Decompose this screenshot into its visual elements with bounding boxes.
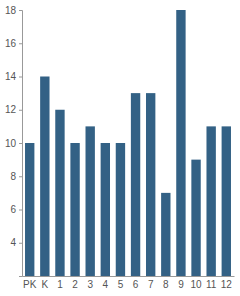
x-tick: 9 (178, 276, 184, 290)
x-tick-label: 8 (163, 279, 169, 290)
y-axis: 4 6 8 10 12 14 16 18 (5, 5, 23, 277)
x-tick-label: PK (23, 279, 37, 290)
y-tick: 4 (10, 237, 22, 248)
y-tick-mark (19, 43, 22, 44)
x-tick-label: 6 (133, 279, 139, 290)
bar (70, 143, 79, 276)
y-tick: 12 (5, 104, 22, 115)
y-tick: 10 (5, 138, 22, 149)
bar (116, 143, 125, 276)
x-tick-label: 5 (118, 279, 124, 290)
bar (176, 10, 185, 276)
y-tick-mark (19, 10, 22, 11)
x-tick: 2 (72, 276, 78, 290)
x-tick: 5 (118, 276, 124, 290)
x-tick: 8 (163, 276, 169, 290)
bars (25, 10, 231, 276)
x-tick-label: 1 (57, 279, 63, 290)
y-tick-mark (19, 176, 22, 177)
x-axis-line (23, 276, 235, 277)
y-tick-label: 18 (5, 5, 17, 16)
x-tick-label: 10 (190, 279, 202, 290)
x-tick-label: 12 (221, 279, 233, 290)
x-tick: 12 (221, 276, 233, 290)
bar (146, 93, 155, 276)
y-tick-label: 8 (10, 171, 16, 182)
y-tick: 6 (10, 204, 22, 215)
bar (161, 193, 170, 276)
bar (55, 110, 64, 276)
y-tick-mark (19, 243, 22, 244)
bar (101, 143, 110, 276)
y-tick: 14 (5, 71, 22, 82)
y-tick-label: 12 (5, 104, 17, 115)
bar (191, 160, 200, 276)
y-tick-label: 10 (5, 138, 17, 149)
y-tick-mark (19, 143, 22, 144)
x-tick-label: 4 (103, 279, 109, 290)
bar (86, 126, 95, 276)
x-tick-label: 7 (148, 279, 154, 290)
bar (131, 93, 140, 276)
x-tick: 6 (133, 276, 139, 290)
y-tick-mark (19, 210, 22, 211)
x-tick-label: 2 (72, 279, 78, 290)
x-tick: 4 (103, 276, 109, 290)
x-tick: K (41, 276, 48, 290)
bar (25, 143, 34, 276)
x-axis: PKK123456789101112 (23, 276, 235, 290)
bar (206, 126, 215, 276)
bar (222, 126, 231, 276)
x-tick: 1 (57, 276, 63, 290)
x-tick: 3 (87, 276, 93, 290)
y-tick: 8 (10, 171, 22, 182)
x-tick-label: 9 (178, 279, 184, 290)
y-tick-mark (19, 77, 22, 78)
y-tick-label: 16 (5, 38, 17, 49)
x-tick: 10 (190, 276, 202, 290)
chart: 4681012141618PKK123456789101112 (0, 0, 240, 296)
y-tick-label: 6 (10, 204, 16, 215)
y-tick: 16 (5, 38, 22, 49)
y-tick-label: 4 (10, 237, 16, 248)
y-tick: 18 (5, 5, 22, 16)
x-tick-label: 3 (87, 279, 93, 290)
y-tick-label: 14 (5, 71, 17, 82)
x-tick: 7 (148, 276, 154, 290)
x-tick: PK (23, 276, 37, 290)
x-tick: 11 (206, 276, 217, 290)
y-axis-line (19, 11, 23, 277)
y-tick-mark (19, 110, 22, 111)
x-tick-label: 11 (206, 279, 217, 290)
bar (40, 77, 49, 277)
x-tick-label: K (41, 279, 48, 290)
plot: 4681012141618PKK123456789101112 (5, 5, 235, 290)
